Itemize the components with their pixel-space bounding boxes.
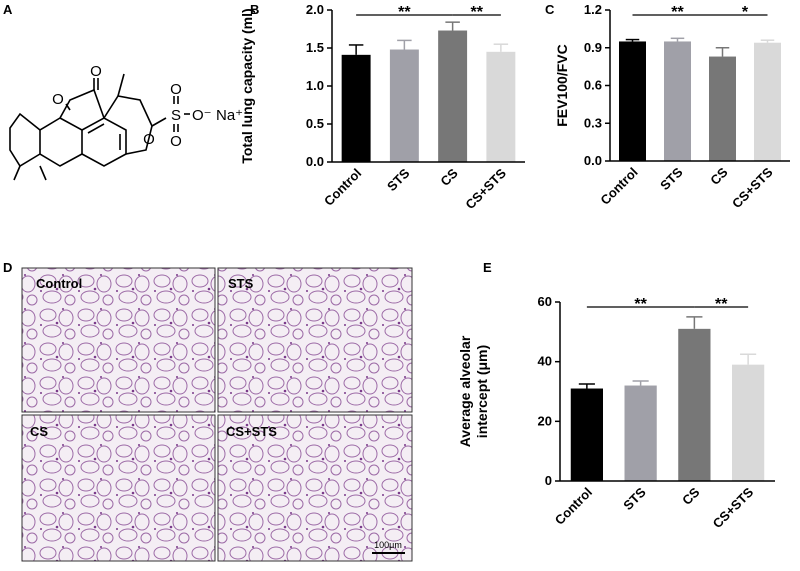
bar [570,388,603,481]
panel-label: E [483,260,492,275]
y-tick-label: 0.6 [584,78,602,93]
atom-label: O [90,63,102,80]
x-tick-label: STS [384,165,413,194]
scale-bar-label: 100μm [374,540,402,550]
atom-label: O [143,131,155,148]
significance-label: * [742,4,749,21]
y-tick-label: 0.0 [584,153,602,168]
y-tick-label: 0 [545,473,552,488]
significance-label: ** [715,296,728,313]
atom-label: O [170,133,182,150]
x-tick-label: CS [437,165,461,189]
chemical-structure [9,73,190,181]
x-tick-label: STS [657,164,686,193]
significance-label: ** [634,296,647,313]
panel-label: D [3,260,12,275]
bar [438,30,468,162]
y-tick-label: 1.2 [584,2,602,17]
y-axis-label: FEV100/FVC [554,44,570,126]
y-axis-label: Average alveolar [457,335,473,447]
bar [709,56,736,161]
panel-label: C [545,2,555,17]
y-tick-label: 0.0 [306,154,324,169]
micrograph [21,414,216,562]
atom-label: O [52,91,64,108]
panel-label: A [3,2,13,17]
micrograph-label: STS [228,276,254,291]
x-tick-label: Control [597,165,640,208]
bar [732,364,765,481]
micrograph-label: Control [36,276,82,291]
y-tick-label: 0.9 [584,40,602,55]
x-tick-label: CS+STS [462,165,509,212]
atom-label: O [170,81,182,98]
micrographs: Control STS CS CS+STS 100μm [21,267,413,562]
y-tick-label: 60 [538,294,552,309]
bar [678,328,711,481]
bar [341,54,371,163]
significance-label: ** [471,4,484,21]
significance-label: ** [671,4,684,21]
atom-label: S [171,107,181,124]
atom-label: Na⁺ [216,107,243,124]
x-tick-label: STS [620,484,649,513]
atoms: O O O S O O O⁻ Na⁺ [52,63,243,150]
bar [664,41,691,162]
y-axis-label: Total lung capacity (ml) [239,8,255,163]
y-tick-label: 20 [538,413,552,428]
micrograph-label: CS+STS [226,424,277,439]
bar [389,49,419,162]
bar [754,42,781,161]
x-tick-label: CS [707,164,731,188]
panel-label: B [250,2,259,17]
x-tick-label: CS [679,484,703,508]
bar [486,51,516,162]
micrograph-label: CS [30,424,48,439]
x-tick-label: CS+STS [729,164,776,211]
micrograph [21,267,216,413]
y-tick-label: 0.3 [584,115,602,130]
panel-labels: A B C D E [3,2,555,275]
significance-label: ** [398,4,411,21]
micrograph [217,414,413,562]
y-axis-label: intercept (μm) [474,345,490,438]
bar [624,385,657,481]
y-tick-label: 0.5 [306,116,324,131]
y-tick-label: 2.0 [306,2,324,17]
y-tick-label: 1.0 [306,78,324,93]
x-tick-label: CS+STS [710,484,757,531]
micrograph [217,267,413,413]
y-tick-label: 1.5 [306,40,324,55]
y-tick-label: 40 [538,354,552,369]
atom-label: O⁻ [192,107,212,124]
x-tick-label: Control [552,485,595,528]
x-tick-label: Control [321,166,364,209]
bar [619,41,646,162]
